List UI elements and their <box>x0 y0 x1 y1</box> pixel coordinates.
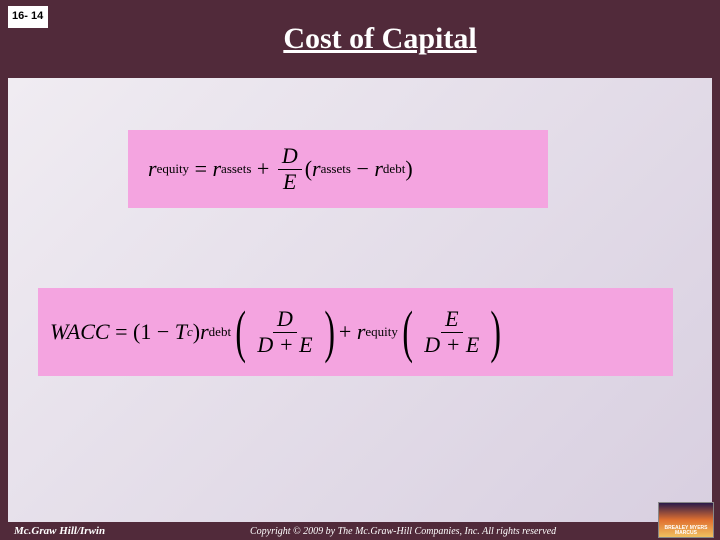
slide-title: Cost of Capital <box>283 22 476 56</box>
eq2-rp1: ) <box>324 315 335 350</box>
eq2-bigparen1: ( D D + E ) <box>231 307 339 356</box>
eq1-r-debt: r <box>374 156 383 182</box>
eq2-frac1: D D + E <box>253 307 316 356</box>
eq1-minus: − <box>351 156 374 182</box>
equation-2: WACC = (1 − Tc) rdebt ( D D + E ) + requ… <box>50 307 506 356</box>
book-logo: BREALEY MYERS MARCUS <box>658 502 714 538</box>
equation-2-box: WACC = (1 − Tc) rdebt ( D D + E ) + requ… <box>38 288 673 376</box>
eq1-frac-de: D E <box>278 144 302 193</box>
eq1-equals: = <box>189 156 212 182</box>
eq1-frac-den: E <box>279 170 300 194</box>
eq2-one: 1 <box>140 319 151 345</box>
eq1-sub-equity: equity <box>157 161 190 177</box>
eq2-rp2: ) <box>491 315 502 350</box>
eq2-minus: − <box>151 319 174 345</box>
copyright-label: Copyright © 2009 by The Mc.Graw-Hill Com… <box>250 526 556 537</box>
footer: Mc.Graw Hill/Irwin Copyright © 2009 by T… <box>0 522 720 540</box>
eq2-r-equity: r <box>357 319 366 345</box>
eq1-plus: + <box>251 156 274 182</box>
eq2-f2-num: E <box>441 307 462 332</box>
eq1-r: r <box>148 156 157 182</box>
eq1-rparen: ) <box>405 156 412 182</box>
eq2-f1-num: D <box>273 307 297 332</box>
eq1-sub-assets2: assets <box>321 161 351 177</box>
eq1-sub-debt: debt <box>383 161 405 177</box>
slide: 16- 14 Cost of Capital requity = rassets… <box>0 0 720 540</box>
eq2-equals: = <box>110 319 133 345</box>
equation-1-box: requity = rassets + D E (rassets − rdebt… <box>128 130 548 208</box>
eq2-sub-equity: equity <box>365 324 398 340</box>
eq2-f2-den: D + E <box>420 333 483 357</box>
eq1-lparen: ( <box>305 156 312 182</box>
eq2-lparen1: ( <box>133 319 140 345</box>
eq2-wacc: WACC <box>50 319 110 345</box>
eq1-sub-assets: assets <box>221 161 251 177</box>
eq2-f1-den: D + E <box>253 333 316 357</box>
content-area: requity = rassets + D E (rassets − rdebt… <box>8 78 712 522</box>
eq2-sub-debt: debt <box>209 324 231 340</box>
eq2-plus: + <box>339 319 357 345</box>
eq2-bigparen2: ( E D + E ) <box>398 307 506 356</box>
eq2-lp2: ( <box>402 315 413 350</box>
book-logo-text: BREALEY MYERS MARCUS <box>659 526 713 536</box>
title-bar: Cost of Capital <box>0 0 720 78</box>
eq2-frac2: E D + E <box>420 307 483 356</box>
publisher-label: Mc.Graw Hill/Irwin <box>14 525 105 537</box>
eq1-r-assets2: r <box>312 156 321 182</box>
eq2-T: T <box>175 319 187 345</box>
eq2-r-debt: r <box>200 319 209 345</box>
eq2-lp1: ( <box>235 315 246 350</box>
eq2-rparen1: ) <box>193 319 200 345</box>
eq1-r-assets: r <box>212 156 221 182</box>
eq1-frac-num: D <box>278 144 302 169</box>
equation-1: requity = rassets + D E (rassets − rdebt… <box>148 144 413 193</box>
